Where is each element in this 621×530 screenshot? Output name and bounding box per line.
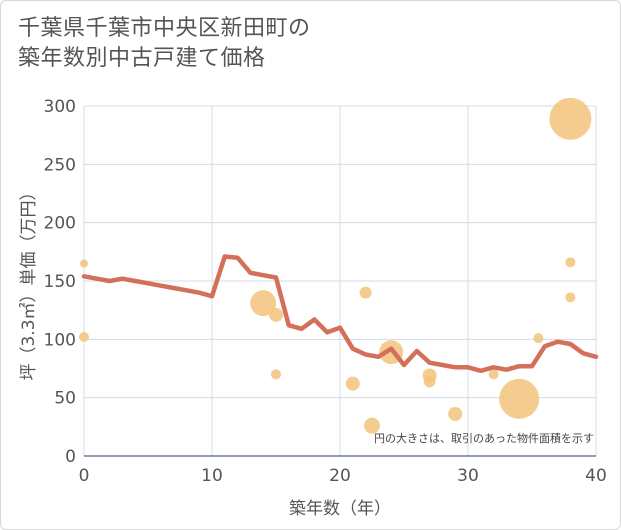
y-tick-label: 150 — [44, 272, 76, 292]
bubble-point — [549, 97, 592, 140]
bubble-point — [448, 407, 463, 421]
tick-labels: 0 10 20 30 40 0 50 100 150 200 250 300 — [44, 97, 607, 486]
x-axis-label: 築年数（年） — [289, 499, 391, 519]
bubble-point — [250, 290, 277, 317]
bubble-point — [364, 417, 380, 434]
bubble-series — [79, 97, 592, 434]
bubble-point — [271, 369, 281, 380]
bubble-point — [80, 259, 88, 268]
x-tick-label: 10 — [201, 466, 223, 486]
y-axis-label: 坪（3.3㎡）単価（万円） — [19, 183, 39, 380]
grid — [83, 105, 597, 457]
line-series — [81, 254, 599, 374]
chart-title: 千葉県千葉市中央区新田町の 築年数別中古戸建て価格 — [18, 14, 311, 74]
bubble-point — [269, 307, 283, 322]
chart-title-line-2: 築年数別中古戸建て価格 — [18, 46, 266, 71]
bubble-point — [533, 333, 544, 344]
x-tick-label: 30 — [457, 466, 479, 486]
x-tick-label: 40 — [585, 466, 607, 486]
size-note: 円の大きさは、取引のあった物件面積を示す — [374, 431, 594, 445]
bubble-point — [345, 376, 360, 391]
y-tick-label: 250 — [44, 155, 76, 175]
chart-title-line-1: 千葉県千葉市中央区新田町の — [18, 16, 311, 41]
y-tick-label: 100 — [44, 330, 76, 350]
y-tick-label: 0 — [65, 447, 76, 467]
y-tick-label: 50 — [54, 389, 76, 409]
bubble-point — [565, 292, 576, 303]
bubble-point — [488, 369, 499, 380]
bubble-point — [359, 286, 372, 299]
x-tick-label: 0 — [79, 466, 90, 486]
bubble-point — [423, 375, 436, 388]
average-price-line — [81, 254, 599, 374]
bubble-point — [79, 332, 89, 342]
y-tick-label: 300 — [44, 97, 76, 117]
bubble-point — [565, 257, 576, 268]
y-tick-label: 200 — [44, 214, 76, 234]
bubble-point — [499, 378, 540, 419]
x-tick-label: 20 — [329, 466, 351, 486]
